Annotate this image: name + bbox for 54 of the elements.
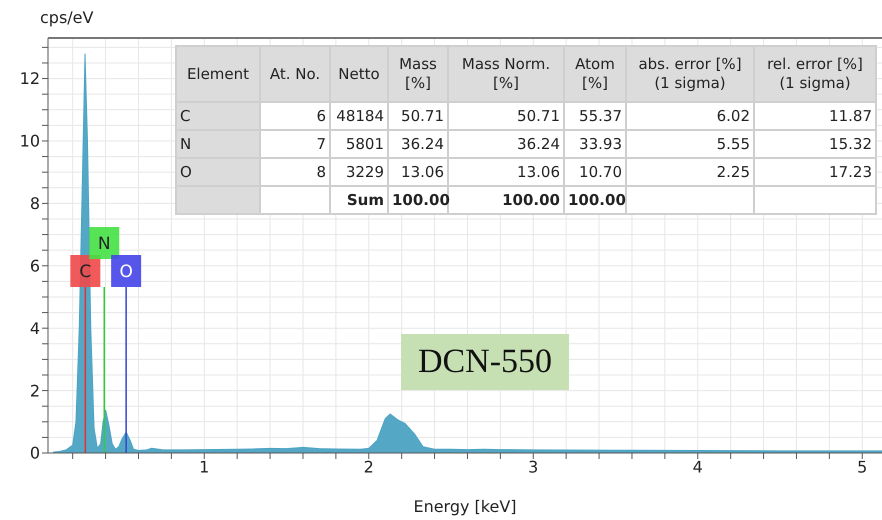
annotation: 48184 <box>330 102 388 130</box>
ref-line-label: O <box>119 262 133 282</box>
annotation: 36.24 <box>448 130 564 158</box>
y-tick-label: 4 <box>30 318 40 338</box>
annotation: 50.71 <box>388 102 448 130</box>
y-tick-label: 6 <box>30 256 40 276</box>
annotation: 5.55 <box>626 130 754 158</box>
annotation: DCN-550 <box>401 334 569 390</box>
annotation: 3229 <box>330 158 388 186</box>
annotation: 15.32 <box>754 130 876 158</box>
annotation: N <box>176 130 260 158</box>
x-tick-label: 2 <box>364 457 374 476</box>
annotation: 7 <box>260 130 330 158</box>
annotation: 5801 <box>330 130 388 158</box>
annotation: Netto <box>330 46 388 102</box>
annotation: C <box>176 102 260 130</box>
y-tick-label: 0 <box>30 444 40 463</box>
ref-line-label: N <box>98 234 111 254</box>
annotation: 13.06 <box>448 158 564 186</box>
annotation: Element <box>176 46 260 102</box>
annotation: 17.23 <box>754 158 876 186</box>
annotation: 6.02 <box>626 102 754 130</box>
x-tick-label: 3 <box>528 457 538 476</box>
annotation: 6 <box>260 102 330 130</box>
annotation: At. No. <box>260 46 330 102</box>
annotation: 36.24 <box>388 130 448 158</box>
x-tick-label: 1 <box>199 457 210 476</box>
y-tick-label: 12 <box>20 69 40 88</box>
annotation: Mass Norm. [%] <box>448 46 564 102</box>
annotation: 2.25 <box>626 158 754 186</box>
annotation: 100.00 <box>564 186 626 214</box>
annotation: Mass [%] <box>388 46 448 102</box>
annotation: 50.71 <box>448 102 564 130</box>
annotation: abs. error [%] (1 sigma) <box>626 46 754 102</box>
annotation: 8 <box>260 158 330 186</box>
x-tick-label: 5 <box>857 457 868 476</box>
y-tick-label: 8 <box>30 194 40 214</box>
y-tick-label: 2 <box>30 381 40 400</box>
annotation: 100.00 <box>448 186 564 214</box>
annotation: 33.93 <box>564 130 626 158</box>
annotation: 13.06 <box>388 158 448 186</box>
annotation: Sum <box>330 186 388 214</box>
annotation: O <box>176 158 260 186</box>
annotation: 100.00 <box>388 186 450 214</box>
ref-line-label: C <box>79 262 92 282</box>
annotation: Atom [%] <box>564 46 626 102</box>
annotation: 55.37 <box>564 102 626 130</box>
x-tick-label: 4 <box>692 457 703 476</box>
x-axis-title: Energy [keV] <box>413 497 517 516</box>
annotation: 10.70 <box>564 158 626 186</box>
annotation: rel. error [%] (1 sigma) <box>754 46 876 102</box>
y-tick-label: 10 <box>20 132 40 151</box>
annotation: 11.87 <box>754 102 876 130</box>
y-axis-title: cps/eV <box>40 8 94 27</box>
